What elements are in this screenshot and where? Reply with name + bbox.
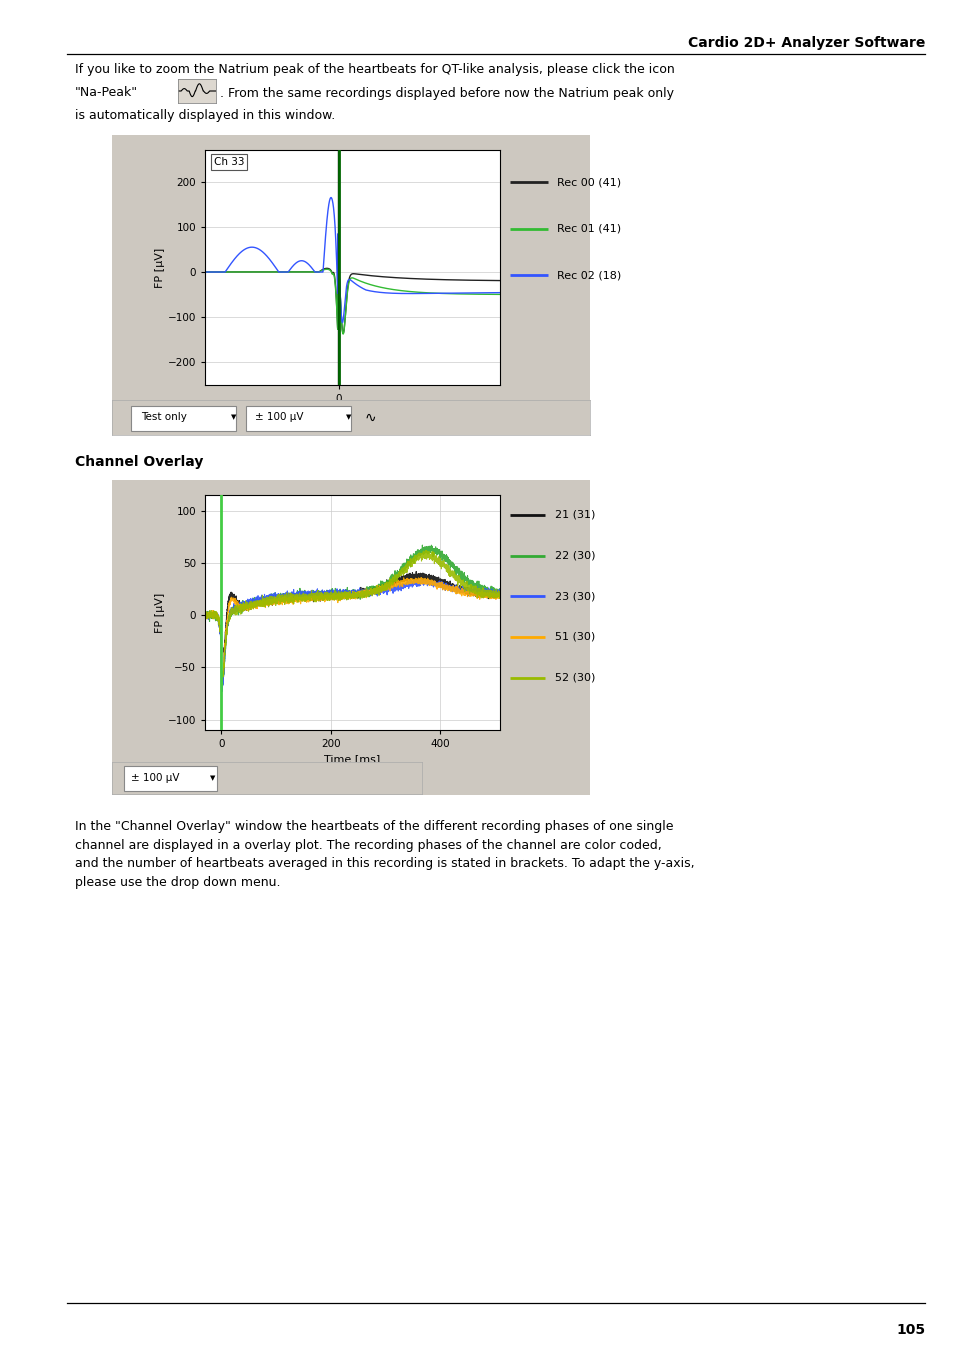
Text: Channel Overlay: Channel Overlay bbox=[75, 455, 203, 468]
Y-axis label: FP [μV]: FP [μV] bbox=[154, 593, 165, 633]
Text: ▼: ▼ bbox=[346, 414, 351, 420]
Text: 21 (31): 21 (31) bbox=[555, 510, 596, 520]
FancyBboxPatch shape bbox=[246, 405, 351, 431]
Text: ▼: ▼ bbox=[210, 775, 215, 782]
Text: is automatically displayed in this window.: is automatically displayed in this windo… bbox=[75, 108, 335, 122]
Text: 23 (30): 23 (30) bbox=[555, 591, 596, 601]
X-axis label: Time [ms]: Time [ms] bbox=[324, 409, 380, 420]
Text: Test only: Test only bbox=[140, 413, 187, 423]
Text: 22 (30): 22 (30) bbox=[555, 551, 596, 560]
Text: ∿: ∿ bbox=[364, 410, 375, 424]
Text: 105: 105 bbox=[895, 1323, 924, 1336]
Text: In the "Channel Overlay" window the heartbeats of the different recording phases: In the "Channel Overlay" window the hear… bbox=[75, 819, 694, 888]
Text: 51 (30): 51 (30) bbox=[555, 632, 595, 641]
X-axis label: Time [ms]: Time [ms] bbox=[324, 755, 380, 764]
Text: 52 (30): 52 (30) bbox=[555, 672, 596, 683]
FancyBboxPatch shape bbox=[124, 765, 217, 791]
Text: . From the same recordings displayed before now the Natrium peak only: . From the same recordings displayed bef… bbox=[220, 86, 673, 100]
Text: Rec 01 (41): Rec 01 (41) bbox=[557, 224, 620, 234]
Text: ± 100 μV: ± 100 μV bbox=[255, 413, 304, 423]
Text: Ch 33: Ch 33 bbox=[213, 157, 244, 167]
Text: ± 100 μV: ± 100 μV bbox=[131, 774, 179, 783]
Text: ▼: ▼ bbox=[231, 414, 236, 420]
Text: Cardio 2D+ Analyzer Software: Cardio 2D+ Analyzer Software bbox=[687, 35, 924, 50]
Text: Rec 02 (18): Rec 02 (18) bbox=[557, 270, 620, 281]
Text: "Na-Peak": "Na-Peak" bbox=[75, 86, 138, 100]
Y-axis label: FP [μV]: FP [μV] bbox=[154, 247, 165, 288]
Text: Rec 00 (41): Rec 00 (41) bbox=[557, 177, 620, 188]
Text: If you like to zoom the Natrium peak of the heartbeats for QT-like analysis, ple: If you like to zoom the Natrium peak of … bbox=[75, 62, 674, 76]
FancyBboxPatch shape bbox=[131, 405, 236, 431]
